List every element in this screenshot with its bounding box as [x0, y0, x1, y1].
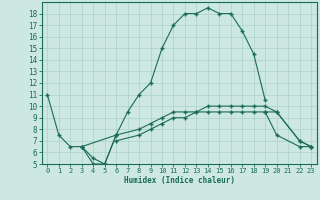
X-axis label: Humidex (Indice chaleur): Humidex (Indice chaleur)	[124, 176, 235, 185]
